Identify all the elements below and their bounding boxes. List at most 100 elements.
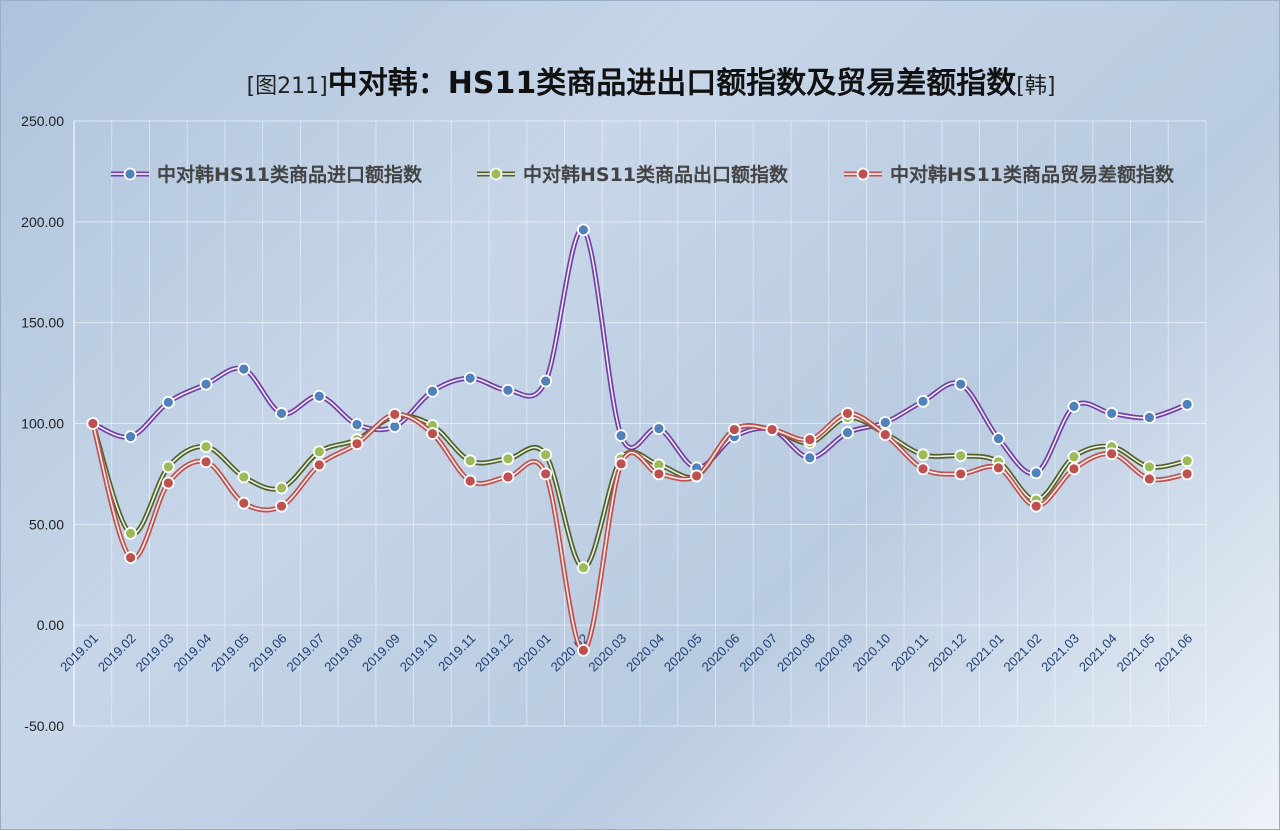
data-point: [237, 362, 251, 376]
data-point: [577, 223, 590, 237]
data-point: [841, 407, 854, 420]
data-point: [350, 418, 364, 431]
data-point: [954, 449, 968, 463]
x-tick-label: 2021.06: [1151, 631, 1195, 675]
data-point: [124, 551, 138, 565]
data-point: [463, 454, 477, 468]
data-point: [727, 423, 741, 436]
data-point: [841, 426, 854, 439]
data-point: [199, 377, 213, 391]
data-point: [501, 452, 515, 466]
y-tick-label: 150.00: [21, 315, 64, 331]
legend: 中对韩HS11类商品进口额指数 中对韩HS11类商品出口额指数 中对韩HS11类商品…: [111, 163, 1175, 186]
data-point: [237, 496, 251, 510]
series-group: [86, 223, 1194, 657]
x-tick-label: 2020.06: [699, 631, 743, 675]
data-point: [463, 371, 477, 385]
data-point: [1105, 407, 1119, 420]
x-tick-label: 2020.11: [888, 631, 931, 674]
x-tick-label: 2019.11: [435, 631, 478, 674]
data-point: [312, 445, 326, 459]
data-point: [539, 374, 553, 388]
data-point: [1143, 472, 1156, 486]
data-point: [1067, 450, 1081, 464]
data-point: [614, 457, 628, 471]
data-point: [312, 389, 326, 403]
x-tick-label: 2019.06: [246, 631, 290, 675]
series-3: [86, 407, 1194, 657]
data-point: [275, 481, 288, 495]
data-point: [161, 395, 175, 409]
data-point: [124, 430, 138, 444]
data-point: [992, 461, 1005, 475]
y-tick-label: 250.00: [21, 113, 64, 129]
data-point: [275, 499, 288, 513]
x-tick-label: 2021.03: [1038, 631, 1082, 675]
data-point: [878, 428, 892, 441]
x-tick-label: 2019.08: [321, 631, 365, 675]
data-point: [652, 467, 666, 481]
x-tick-label: 2019.01: [57, 631, 101, 675]
data-point: [199, 440, 213, 454]
legend-marker: [123, 167, 137, 181]
data-point: [1067, 462, 1081, 476]
data-point: [1180, 467, 1194, 481]
x-tick-label: 2019.05: [208, 631, 252, 675]
chart-title: [图211]中对韩：HS11类商品进出口额指数及贸易差额指数[韩]: [247, 66, 1056, 101]
legend-label: 中对韩HS11类商品出口额指数: [523, 163, 789, 186]
legend-item-3: 中对韩HS11类商品贸易差额指数: [844, 163, 1175, 186]
x-tick-label: 2020.12: [925, 631, 969, 675]
x-tick-label: 2019.07: [284, 631, 328, 675]
data-point: [312, 458, 326, 472]
x-tick-label: 2019.02: [95, 631, 139, 675]
data-point: [426, 427, 439, 440]
x-tick-label: 2021.05: [1114, 631, 1158, 675]
data-point: [501, 470, 515, 484]
data-point: [577, 643, 590, 657]
data-point: [539, 467, 553, 481]
y-tick-label: 0.00: [37, 617, 64, 633]
data-point: [954, 377, 968, 391]
data-point: [1180, 454, 1194, 468]
title-main: 中对韩：HS11类商品进出口额指数及贸易差额指数: [328, 66, 1017, 101]
data-point: [501, 383, 515, 397]
data-point: [199, 455, 213, 469]
data-point: [577, 561, 590, 575]
data-point: [614, 429, 628, 443]
legend-marker: [856, 167, 870, 181]
data-point: [350, 437, 364, 451]
x-tick-label: 2020.08: [774, 631, 818, 675]
title-suffix: [韩]: [1016, 74, 1055, 99]
data-point: [690, 469, 703, 483]
data-point: [652, 422, 666, 435]
data-point: [463, 474, 477, 488]
y-tick-label: 100.00: [21, 416, 64, 432]
legend-label: 中对韩HS11类商品贸易差额指数: [890, 163, 1175, 186]
x-tick-label: 2020.10: [850, 631, 894, 675]
data-point: [992, 432, 1005, 446]
x-tick-label: 2020.05: [661, 631, 705, 675]
y-tick-label: 200.00: [21, 214, 64, 230]
data-point: [1029, 499, 1043, 513]
data-point: [916, 462, 930, 476]
data-point: [1143, 460, 1156, 474]
x-tick-label: 2020.07: [736, 631, 780, 675]
x-tick-label: 2020.01: [510, 631, 554, 675]
x-tick-label: 2019.12: [472, 631, 516, 675]
data-point: [1067, 399, 1081, 413]
data-point: [916, 394, 930, 408]
x-tick-label: 2021.01: [963, 631, 1007, 675]
x-axis: 2019.012019.022019.032019.042019.052019.…: [57, 631, 1195, 675]
data-point: [426, 384, 439, 398]
legend-item-2: 中对韩HS11类商品出口额指数: [477, 163, 789, 186]
x-tick-label: 2019.10: [397, 631, 441, 675]
x-tick-label: 2021.04: [1076, 631, 1120, 675]
x-tick-label: 2020.09: [812, 631, 856, 675]
data-point: [124, 527, 138, 540]
legend-marker: [489, 167, 503, 181]
data-point: [161, 460, 175, 474]
grid: [73, 120, 1207, 727]
y-tick-label: 50.00: [29, 516, 64, 532]
